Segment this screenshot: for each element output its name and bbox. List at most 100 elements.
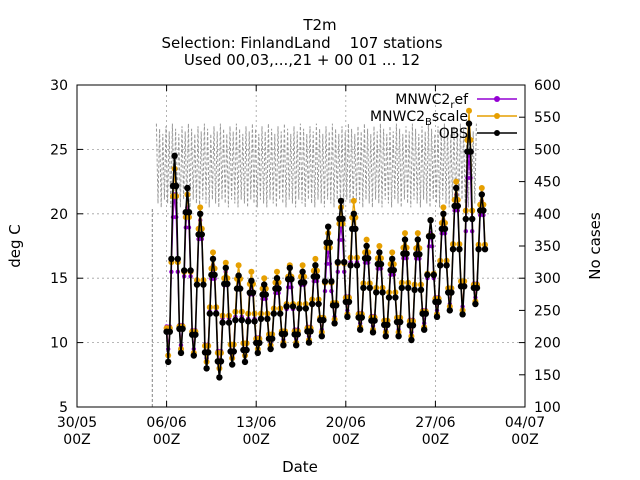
- data-point-OBS: [256, 339, 263, 347]
- data-point-OBS: [392, 294, 399, 301]
- data-point-OBS: [449, 246, 457, 253]
- data-point-OBS: [446, 307, 453, 314]
- data-point-OBS: [389, 255, 396, 263]
- data-point-OBS: [185, 209, 193, 216]
- data-point-MNWC2_Bscale: [261, 275, 268, 282]
- data-point-OBS: [379, 289, 386, 296]
- data-point-OBS: [313, 273, 321, 280]
- data-point-OBS: [302, 305, 309, 312]
- data-point-OBS: [192, 331, 199, 338]
- data-point-OBS: [333, 302, 340, 309]
- data-point-OBS: [467, 148, 474, 155]
- legend-label-OBS: OBS: [439, 126, 468, 142]
- data-point-OBS: [267, 345, 274, 353]
- data-point-OBS: [377, 260, 385, 268]
- data-point-MNWC2_Bscale: [197, 204, 204, 211]
- title-line-1: T2m: [302, 16, 336, 34]
- data-point-OBS: [224, 280, 231, 288]
- data-point-OBS: [334, 258, 341, 266]
- data-point-OBS: [209, 255, 217, 263]
- data-point-MNWC2_Bscale: [350, 197, 357, 204]
- data-point-OBS: [344, 313, 351, 320]
- data-point-OBS: [456, 246, 463, 253]
- data-point-OBS: [269, 335, 276, 342]
- data-point-OBS: [203, 365, 210, 372]
- data-point-OBS: [408, 336, 415, 344]
- data-point-OBS: [273, 275, 281, 282]
- grid: [77, 85, 525, 407]
- data-point-OBS: [376, 249, 383, 256]
- x-tick-hour: 00Z: [63, 432, 90, 448]
- data-point-MNWC2_Bscale: [453, 178, 460, 185]
- data-point-MNWC2_Bscale: [376, 243, 383, 249]
- data-point-OBS: [235, 272, 242, 279]
- data-point-OBS: [326, 239, 333, 246]
- y2-tick-label: 200: [534, 336, 561, 352]
- data-point-OBS: [424, 271, 431, 279]
- data-point-OBS: [437, 262, 444, 269]
- data-point-MNWC2_Bscale: [222, 259, 229, 266]
- data-point-OBS: [465, 120, 473, 127]
- x-tick-date: 06/06: [146, 415, 186, 431]
- y2-tick-label: 100: [534, 400, 561, 416]
- data-point-MNWC2_Bscale: [299, 262, 306, 269]
- data-point-OBS: [288, 276, 295, 283]
- data-point-OBS: [443, 262, 450, 269]
- temperature-series: [163, 107, 489, 381]
- legend-label-main: OBS: [439, 126, 468, 142]
- data-point-OBS: [395, 333, 402, 340]
- data-point-OBS: [472, 300, 479, 308]
- data-point-OBS: [251, 318, 258, 325]
- data-point-OBS: [305, 339, 313, 346]
- data-point-OBS: [312, 262, 319, 269]
- data-point-OBS: [309, 300, 316, 308]
- data-point-OBS: [339, 215, 346, 222]
- data-point-OBS: [409, 322, 417, 329]
- legend-swatch-marker: [494, 96, 500, 102]
- x-axis-label: Date: [282, 458, 318, 476]
- data-point-OBS: [398, 284, 405, 292]
- data-point-OBS: [360, 284, 367, 292]
- data-point-OBS: [213, 310, 220, 317]
- data-point-OBS: [200, 281, 207, 288]
- data-point-OBS: [453, 184, 460, 192]
- data-point-OBS: [206, 310, 213, 317]
- data-point-OBS: [219, 319, 226, 326]
- data-point-OBS: [230, 348, 237, 355]
- data-point-OBS: [325, 223, 332, 230]
- data-point-OBS: [385, 294, 393, 301]
- x-tick-date: 04/07: [505, 415, 545, 431]
- legend-label-MNWC2_Bscale: MNWC2Bscale: [370, 109, 468, 128]
- legend-label-MNWC2_ref: MNWC2ref: [395, 92, 469, 111]
- data-point-OBS: [301, 279, 308, 286]
- data-point-MNWC2_ref: [326, 250, 331, 255]
- data-point-OBS: [293, 342, 300, 349]
- x-tick-date: 30/05: [57, 415, 97, 431]
- data-point-OBS: [358, 314, 365, 321]
- data-point-OBS: [469, 215, 476, 223]
- data-point-OBS: [341, 258, 348, 266]
- data-point-OBS: [264, 315, 271, 322]
- data-point-OBS: [369, 329, 377, 336]
- data-point-OBS: [411, 286, 418, 293]
- x-tick-date: 13/06: [236, 415, 276, 431]
- data-point-MNWC2_Bscale: [235, 262, 242, 269]
- x-tick-date: 27/06: [415, 415, 455, 431]
- legend-label-rest: ef: [454, 92, 469, 108]
- data-point-OBS: [401, 236, 409, 243]
- data-point-OBS: [459, 311, 466, 318]
- data-point-OBS: [384, 321, 391, 328]
- data-point-OBS: [435, 298, 442, 305]
- data-point-OBS: [262, 291, 269, 298]
- y2-tick-label: 250: [534, 303, 561, 319]
- y2-tick-label: 450: [534, 175, 561, 191]
- data-point-OBS: [321, 278, 329, 285]
- data-point-MNWC2_Bscale: [312, 255, 319, 262]
- axes: 5 10 15 20 25 30 100 150 200 250 300 350 400 450 500 55…: [50, 78, 561, 448]
- legend-label-rest: scale: [432, 109, 468, 125]
- data-point-OBS: [481, 246, 489, 253]
- data-point-OBS: [397, 318, 404, 326]
- data-point-OBS: [270, 310, 277, 317]
- data-point-OBS: [289, 303, 297, 310]
- data-point-OBS: [249, 289, 257, 296]
